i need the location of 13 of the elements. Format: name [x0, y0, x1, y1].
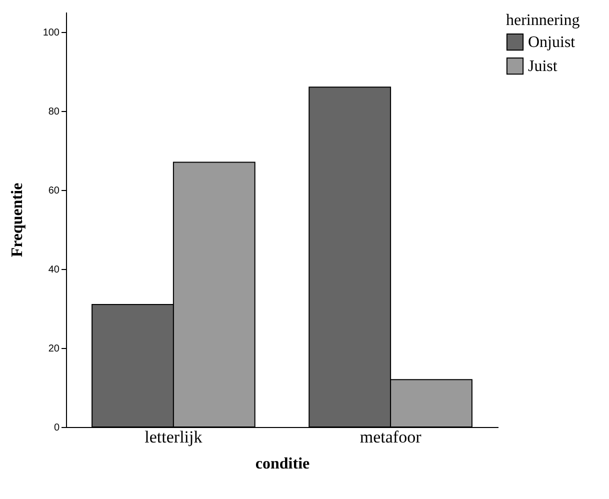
y-tick-label: 0 [54, 422, 60, 434]
y-tick-label: 100 [42, 27, 60, 38]
x-tick-label: metafoor [360, 428, 422, 446]
y-tick-label: 40 [48, 264, 60, 276]
y-axis-title: Frequentie [8, 182, 26, 258]
y-tick-label: 20 [48, 343, 60, 354]
legend-label: Juist [528, 58, 558, 75]
y-tick-label: 60 [48, 185, 60, 196]
x-axis-title: conditie [255, 456, 310, 472]
legend-title: herinnering [506, 12, 580, 29]
x-tick-label: letterlijk [144, 428, 203, 446]
legend-label: Onjuist [528, 34, 576, 51]
y-tick-label: 80 [48, 106, 60, 118]
